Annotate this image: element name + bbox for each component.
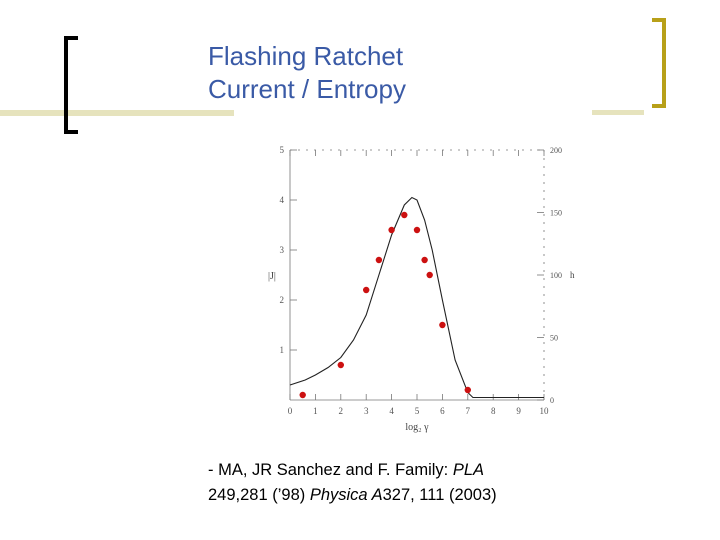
- title-line-2: Current / Entropy: [208, 74, 406, 104]
- data-point: [413, 226, 421, 234]
- y2-tick-label: 0: [550, 396, 554, 405]
- x-tick-label: 0: [288, 406, 293, 416]
- data-point: [426, 271, 433, 279]
- y-tick-label: 3: [280, 245, 285, 255]
- data-point: [401, 211, 408, 219]
- data-point: [439, 321, 446, 329]
- citation-authors: - MA, JR Sanchez and F. Family:: [208, 461, 453, 479]
- left-bracket: [64, 36, 78, 134]
- right-bracket: [652, 18, 666, 108]
- citation-line-1: - MA, JR Sanchez and F. Family: PLA: [208, 458, 497, 483]
- citation-details: 327, 111 (2003): [382, 486, 497, 504]
- x-axis-label: log₂ γ: [405, 422, 429, 433]
- citation-line-2: 249,281 (’98) Physica A327, 111 (2003): [208, 483, 497, 508]
- x-tick-label: 1: [313, 406, 318, 416]
- x-tick-label: 6: [440, 406, 445, 416]
- data-point: [375, 256, 383, 264]
- y2-tick-label: 100: [550, 271, 562, 280]
- citation-journal-1: PLA: [452, 461, 485, 479]
- x-tick-label: 2: [339, 406, 344, 416]
- data-point: [299, 391, 306, 399]
- x-tick-label: 4: [389, 406, 394, 416]
- title-line-1: Flashing Ratchet: [208, 41, 404, 71]
- data-point: [337, 361, 344, 369]
- x-tick-label: 10: [540, 406, 550, 416]
- data-point: [421, 256, 428, 264]
- title-underline-rule: [0, 110, 234, 116]
- y-tick-label: 4: [280, 195, 285, 205]
- y2-tick-label: 50: [550, 334, 558, 343]
- x-tick-label: 8: [491, 406, 496, 416]
- y2-axis-label: h: [570, 270, 575, 280]
- citation-journal-2: Physica A: [309, 486, 383, 504]
- slide-title: Flashing Ratchet Current / Entropy: [208, 40, 406, 106]
- data-point: [464, 386, 471, 394]
- y2-tick-label: 200: [550, 146, 562, 155]
- citation: - MA, JR Sanchez and F. Family: PLA 249,…: [208, 458, 497, 508]
- y-tick-label: 1: [280, 345, 285, 355]
- data-point: [388, 226, 395, 234]
- chart-axes: [289, 149, 545, 401]
- points-layer: [299, 211, 471, 399]
- right-rule: [592, 110, 644, 115]
- data-point: [363, 286, 370, 294]
- y2-tick-label: 150: [550, 209, 562, 218]
- y-tick-label: 5: [280, 145, 285, 155]
- x-tick-label: 5: [415, 406, 420, 416]
- y-tick-label: 2: [280, 295, 285, 305]
- y-axis-label: |J|: [268, 271, 276, 282]
- theory-curve: [289, 196, 544, 399]
- x-tick-label: 7: [466, 406, 471, 416]
- curve-layer: [289, 196, 544, 399]
- x-tick-label: 9: [516, 406, 521, 416]
- citation-volume: 249,281 (’98): [208, 486, 310, 504]
- x-tick-label: 3: [364, 406, 369, 416]
